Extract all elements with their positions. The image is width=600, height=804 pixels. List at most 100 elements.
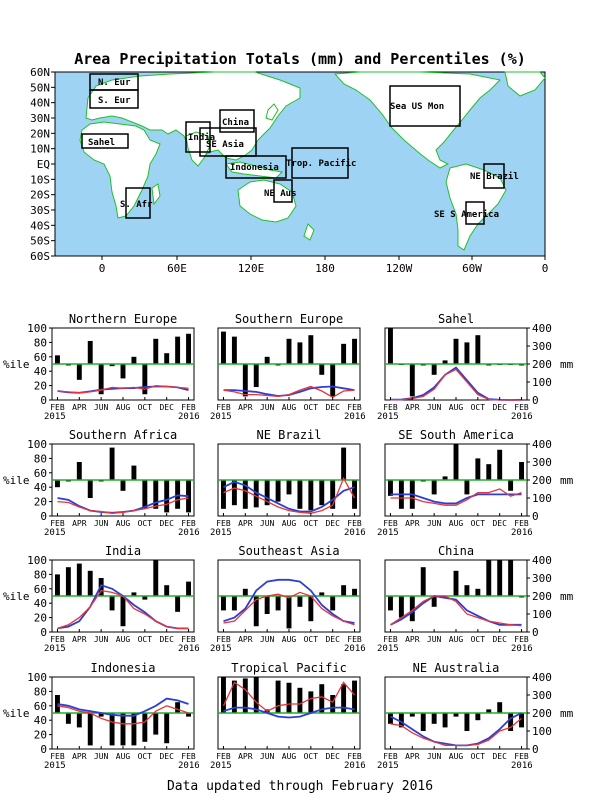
pct-tick-label: 80 <box>34 685 47 698</box>
month-label: JUN <box>94 519 109 528</box>
percentile-bar <box>186 581 191 596</box>
month-label: FEB <box>383 519 398 528</box>
region-box-sahel <box>81 133 129 149</box>
month-label: OCT <box>138 403 153 412</box>
mm-tick-label: 100 <box>532 608 552 621</box>
month-label: DEC <box>492 403 507 412</box>
map-lat-label: 20N <box>30 127 50 140</box>
percentile-bar <box>131 592 137 596</box>
month-label: JUN <box>260 403 275 412</box>
percentile-bar <box>153 560 159 596</box>
observed-line <box>57 497 189 514</box>
pct-tick-label: 0 <box>40 510 47 523</box>
month-label: AUG <box>116 403 131 412</box>
land-europe-asia <box>85 71 301 161</box>
pct-tick-label: 100 <box>27 554 47 567</box>
percentile-bar <box>275 680 281 713</box>
normal-line <box>57 385 189 394</box>
month-label: JUN <box>427 403 442 412</box>
month-label: FEB <box>181 635 196 644</box>
region-label-se-asia: SE Asia <box>206 139 244 150</box>
pct-tick-label: 40 <box>34 481 47 494</box>
map-lat-label: 40N <box>30 97 50 110</box>
percentile-bar <box>164 480 170 513</box>
region-label-india: India <box>188 132 215 143</box>
percentile-bar <box>76 364 82 380</box>
percentile-bar <box>297 342 303 364</box>
chart-title: China <box>438 544 474 558</box>
mm-tick-label: 400 <box>532 322 552 335</box>
percentile-bar <box>453 570 459 596</box>
percentile-bar <box>341 447 347 480</box>
observed-line <box>390 488 522 506</box>
month-label: DEC <box>325 403 340 412</box>
month-label: JUN <box>427 635 442 644</box>
percentile-bar <box>286 596 292 629</box>
chart-title: Tropical Pacific <box>231 661 347 675</box>
percentile-bar <box>131 356 137 364</box>
percentile-bar <box>464 585 470 596</box>
percentile-bar <box>519 462 524 480</box>
land-greenland <box>504 71 546 97</box>
percentile-bar <box>164 585 170 596</box>
percentile-bar <box>475 588 481 596</box>
pct-tick-label: 40 <box>34 714 47 727</box>
year-start-label: 2015 <box>377 644 399 654</box>
month-label: AUG <box>116 519 131 528</box>
month-label: OCT <box>138 519 153 528</box>
chart-title: Southeast Asia <box>238 544 339 558</box>
land-madagascar <box>151 183 161 206</box>
chart-title: Southern Europe <box>235 312 343 326</box>
percentile-bar <box>341 585 347 596</box>
percentile-bar <box>120 480 126 491</box>
percentile-bar <box>242 364 248 397</box>
percentile-bar <box>508 560 514 596</box>
mm-tick-label: 100 <box>532 725 552 738</box>
percentile-bar <box>231 336 237 364</box>
pct-tick-label: 60 <box>34 467 47 480</box>
chart-title: Sahel <box>438 312 474 326</box>
percentile-bar <box>388 328 393 364</box>
map-lon-label: 120E <box>238 262 265 275</box>
region-label-n-eur: N. Eur <box>98 78 131 88</box>
percentile-bar <box>242 480 248 509</box>
percentile-bar <box>431 713 437 724</box>
percentile-bar <box>464 480 470 495</box>
observed-line <box>222 681 355 712</box>
percentile-bar <box>286 682 292 713</box>
year-start-label: 2015 <box>210 528 232 538</box>
month-label: DEC <box>159 752 174 761</box>
percentile-bar <box>109 447 115 480</box>
percentile-bar <box>55 480 60 488</box>
pct-tick-label: 80 <box>34 452 47 465</box>
percentile-bar <box>388 713 393 724</box>
mm-tick-label: 100 <box>532 376 552 389</box>
percentile-bar <box>242 678 248 713</box>
year-end-label: 2016 <box>511 412 533 422</box>
percentile-bar <box>264 480 270 506</box>
month-label: AUG <box>116 635 131 644</box>
percentile-bar <box>519 713 524 728</box>
month-label: JUN <box>94 403 109 412</box>
percentile-bar <box>475 458 481 480</box>
pct-axis-label: %ile <box>3 358 30 371</box>
percentile-bar <box>341 343 347 364</box>
percentile-bar <box>221 677 226 713</box>
land-north-america <box>333 71 502 169</box>
month-label: OCT <box>138 635 153 644</box>
land-japan <box>265 103 279 121</box>
month-label: DEC <box>159 519 174 528</box>
map-lat-label: EQ <box>37 158 50 171</box>
percentile-bar <box>253 677 259 713</box>
pct-axis-label: %ile <box>3 474 30 487</box>
percentile-bar <box>431 480 437 495</box>
normal-line <box>390 712 522 747</box>
percentile-bar <box>221 331 226 364</box>
month-label: FEB <box>347 752 362 761</box>
month-label: APR <box>405 635 420 644</box>
month-label: APR <box>72 752 87 761</box>
percentile-bar <box>264 596 270 614</box>
month-label: FEB <box>216 519 231 528</box>
observed-line <box>57 705 189 725</box>
